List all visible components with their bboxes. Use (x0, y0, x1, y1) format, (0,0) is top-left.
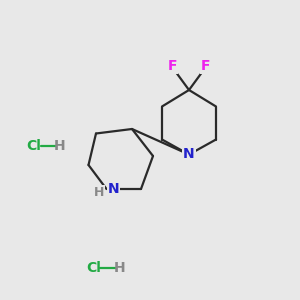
Text: N: N (183, 148, 195, 161)
Text: F: F (168, 59, 177, 73)
Text: N: N (107, 182, 119, 196)
Text: H: H (54, 139, 66, 152)
Text: F: F (201, 59, 210, 73)
Text: H: H (94, 185, 104, 199)
Text: Cl: Cl (26, 139, 41, 152)
Text: Cl: Cl (86, 261, 101, 274)
Text: H: H (114, 261, 126, 274)
